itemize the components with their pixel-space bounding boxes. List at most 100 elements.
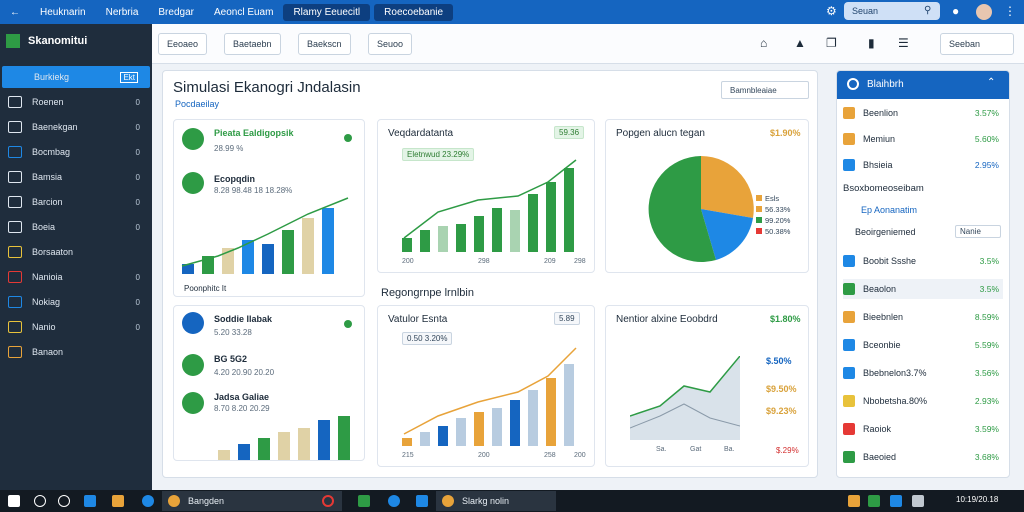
tab-0[interactable]: Heuknarin — [40, 6, 86, 18]
tab-3[interactable]: Aeoncl Euam — [213, 6, 274, 18]
kpi-card-2: Soddie Ilabak 5.20 33.28 BG 5G2 4.20 20.… — [173, 305, 365, 461]
bar-line-chart-2: Vatulor Esnta 5.89 0.50 3.20% 215 200 25… — [377, 305, 595, 467]
row-icon — [843, 395, 855, 407]
right-list-row-6[interactable]: Raoiok 3.59% — [843, 419, 1003, 439]
task-view-icon[interactable] — [58, 495, 70, 507]
toolbar: Eeoaeo Baetaebn Baekscn Seuoo ⌂ ▲ ❐ ▮ ☰ … — [152, 24, 1024, 64]
right-top-row-2[interactable]: Bhsieia 2.95% — [843, 155, 1003, 175]
right-list-row-0[interactable]: Boobit Ssshe 3.5% — [843, 251, 1003, 271]
sidebar-item-label: Bocmbag — [32, 147, 71, 157]
list-icon[interactable]: ☰ — [898, 36, 909, 50]
app-icon-b[interactable] — [388, 495, 400, 507]
sidebar-item-9[interactable]: Nokiag 0 — [0, 291, 152, 313]
area-value-2: $9.23% — [766, 406, 797, 416]
avatar[interactable] — [976, 4, 992, 20]
bar-3 — [456, 224, 466, 252]
sidebar-item-0[interactable]: Burkiekg Ekt — [2, 66, 150, 88]
more-icon[interactable]: ⋮ — [1004, 4, 1016, 18]
right-panel: Blaihbrh ⌃ Beenlion 3.57% Memiun 5.60% Bhsie… — [836, 70, 1010, 478]
right-list-row-3[interactable]: Bceonbie 5.59% — [843, 335, 1003, 355]
notification-icon[interactable]: ● — [952, 4, 960, 18]
sidebar-item-badge: 0 — [135, 272, 140, 282]
right-top-row-0[interactable]: Beenlion 3.57% — [843, 103, 1003, 123]
taskbar-app-1-label: Bangden — [188, 496, 225, 506]
sidebar-item-4[interactable]: Bamsia 0 — [0, 166, 152, 188]
tray-icon-2[interactable] — [868, 495, 880, 507]
toolbar-button-3[interactable]: Seuoo — [368, 33, 413, 55]
gear-icon[interactable]: ⚙ — [826, 4, 837, 18]
pie-legend-1: 56.33% — [756, 205, 790, 214]
store-icon[interactable] — [142, 495, 154, 507]
sidebar-item-badge: 0 — [135, 297, 140, 307]
right-list-row-7[interactable]: Baeoied 3.68% — [843, 447, 1003, 467]
bar-2 — [438, 426, 448, 446]
row-icon — [843, 133, 855, 145]
toolbar-button-0[interactable]: Eeoaeo — [158, 33, 208, 55]
tab-5[interactable]: Roecoebanie — [374, 3, 454, 21]
sidebar-item-label: Borsaaton — [32, 247, 74, 257]
app-icon-c[interactable] — [416, 495, 428, 507]
tray-icon-3[interactable] — [890, 495, 902, 507]
sidebar-item-10[interactable]: Nanio 0 — [0, 316, 152, 338]
search-icon[interactable] — [34, 495, 46, 507]
chevron-up-icon[interactable]: ⌃ — [987, 77, 996, 88]
tray-icon-4[interactable] — [912, 495, 924, 507]
row-label: Beenlion — [863, 108, 899, 118]
app-icon-a[interactable] — [358, 495, 370, 507]
right-list-row-2[interactable]: Bieebnlen 8.59% — [843, 307, 1003, 327]
right-dropdown-value[interactable]: Nanie — [955, 225, 1001, 238]
chart-icon[interactable]: ▲ — [794, 36, 806, 50]
sidebar-item-8[interactable]: Nanioia 0 — [0, 266, 152, 288]
chart2-title: Vatulor Esnta — [388, 314, 448, 325]
status-dot-2 — [344, 320, 352, 328]
bar-4 — [298, 428, 310, 460]
kpi-card-1: Pieata Ealdigopsik 28.99 % Ecopqdin 8.28… — [173, 119, 365, 297]
sidebar-item-1[interactable]: Roenen 0 — [0, 91, 152, 113]
view-dropdown[interactable]: Bamnbleaiae — [721, 81, 809, 99]
area-chart-card: Nentior alxine Eoobdrd $1.80% $.50% $9.5… — [605, 305, 809, 467]
tab-2[interactable]: Bredgar — [158, 6, 194, 18]
search-input[interactable]: Seuan — [844, 2, 940, 20]
bar-2 — [258, 438, 270, 460]
bar-6 — [338, 416, 350, 460]
tray-icon-1[interactable] — [848, 495, 860, 507]
sidebar-item-7[interactable]: Borsaaton — [0, 241, 152, 263]
right-dropdown-label[interactable]: Beoirgeniemed — [855, 227, 916, 237]
tab-4[interactable]: Rlamy Eeuecitl — [283, 3, 371, 21]
kpi2-row2-label: BG 5G2 — [214, 354, 248, 364]
pie-legend-3: 50.38% — [756, 227, 790, 236]
right-list-row-1[interactable]: Beaolon 3.5% — [843, 279, 1003, 299]
bar-1 — [238, 444, 250, 460]
right-list-row-4[interactable]: Bbebnelon3.7% 3.56% — [843, 363, 1003, 383]
back-icon[interactable]: ← — [10, 6, 20, 18]
copy-icon[interactable]: ❐ — [826, 36, 837, 50]
toolbar-button-2[interactable]: Baekscn — [298, 33, 351, 55]
folder-icon[interactable] — [112, 495, 124, 507]
bar-8 — [546, 182, 556, 252]
edge-icon[interactable] — [84, 495, 96, 507]
sidebar-item-2[interactable]: Baenekgan 0 — [0, 116, 152, 138]
toolbar-button-1[interactable]: Baetaebn — [224, 33, 281, 55]
right-dropdown[interactable]: Seeban — [940, 33, 1014, 55]
sidebar-item-5[interactable]: Barcion 0 — [0, 191, 152, 213]
sidebar-item-3[interactable]: Bocmbag 0 — [0, 141, 152, 163]
home-icon[interactable]: ⌂ — [760, 36, 768, 50]
taskbar-app-2[interactable]: Slarkg nolin — [436, 491, 556, 511]
sidebar-item-badge: 0 — [135, 322, 140, 332]
sidebar-item-6[interactable]: Boeia 0 — [0, 216, 152, 238]
search-icon[interactable]: ⚲ — [924, 5, 932, 16]
right-list-row-5[interactable]: Nbobetsha.80% 2.93% — [843, 391, 1003, 411]
bookmark-icon[interactable]: ▮ — [868, 36, 875, 50]
page-title: Simulasi Ekanogri Jndalasin — [173, 79, 361, 96]
people-icon — [182, 312, 204, 334]
top-bar: ← Heuknarin Nerbria Bredgar Aeoncl Euam … — [0, 0, 1024, 24]
tab-1[interactable]: Nerbria — [105, 6, 139, 18]
sidebar-item-11[interactable]: Banaon — [0, 341, 152, 363]
sidebar-item-icon — [8, 321, 22, 333]
chart1-chip: 59.36 — [554, 126, 585, 139]
taskbar-app-1[interactable]: Bangden — [162, 491, 342, 511]
row-icon — [843, 283, 855, 295]
pie-value: $1.90% — [770, 128, 801, 138]
right-top-row-1[interactable]: Memiun 5.60% — [843, 129, 1003, 149]
start-icon[interactable] — [8, 495, 20, 507]
